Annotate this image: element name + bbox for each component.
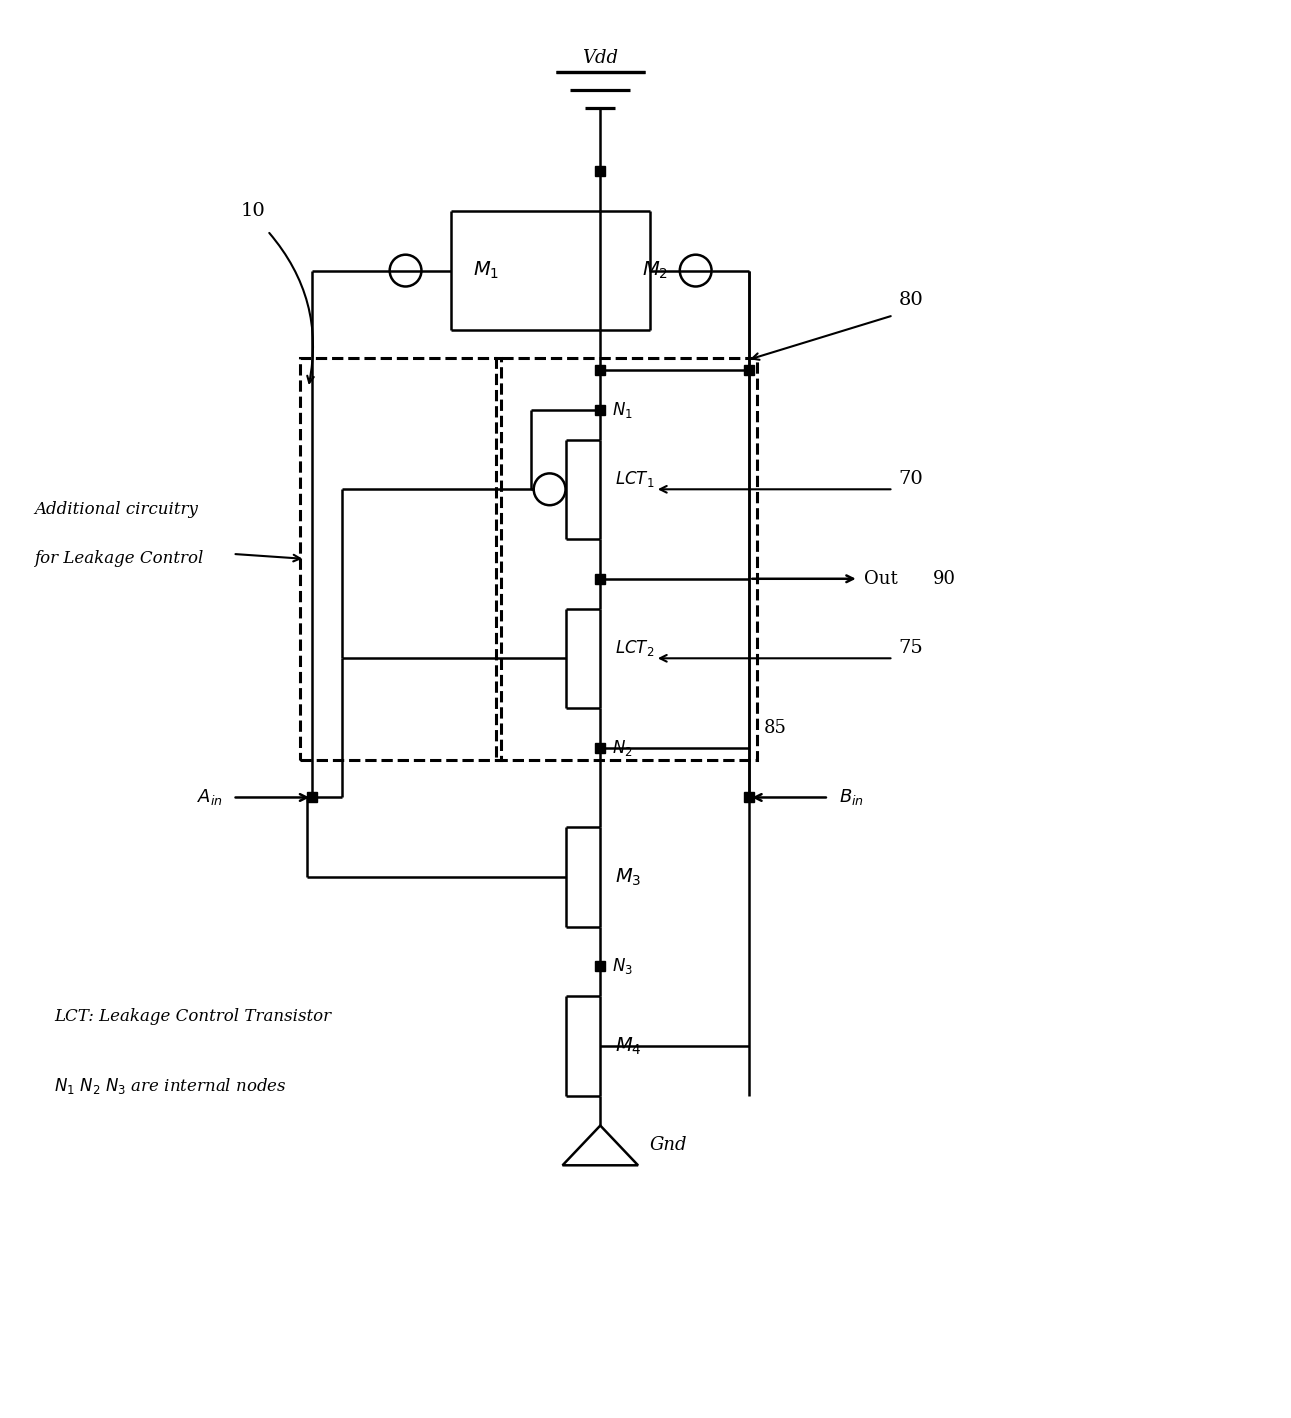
Text: 80: 80 [899,292,923,309]
Text: 90: 90 [933,570,957,588]
Text: $LCT_1$: $LCT_1$ [616,469,655,489]
Text: $N_1$: $N_1$ [612,400,633,420]
Text: $LCT_2$: $LCT_2$ [616,638,655,658]
Text: $N_2$: $N_2$ [612,737,633,757]
Text: Out: Out [864,570,897,588]
Text: Vdd: Vdd [582,48,618,67]
Text: 85: 85 [764,719,788,737]
Text: 75: 75 [899,640,923,658]
Text: $M_3$: $M_3$ [616,866,642,888]
Text: $M_2$: $M_2$ [642,259,667,281]
Text: $M_1$: $M_1$ [473,259,500,281]
Text: Gnd: Gnd [649,1136,688,1154]
Text: $M_4$: $M_4$ [616,1035,642,1056]
Text: 70: 70 [899,471,923,488]
Text: for Leakage Control: for Leakage Control [34,550,204,567]
Text: $N_3$: $N_3$ [612,957,633,977]
Text: 10: 10 [240,201,265,220]
Text: LCT: Leakage Control Transistor: LCT: Leakage Control Transistor [54,1008,330,1025]
Text: $A_{in}$: $A_{in}$ [196,787,223,807]
Text: $B_{in}$: $B_{in}$ [839,787,864,807]
Text: Additional circuitry: Additional circuitry [34,501,198,518]
Text: $N_1$ $N_2$ $N_3$ are internal nodes: $N_1$ $N_2$ $N_3$ are internal nodes [54,1076,287,1096]
